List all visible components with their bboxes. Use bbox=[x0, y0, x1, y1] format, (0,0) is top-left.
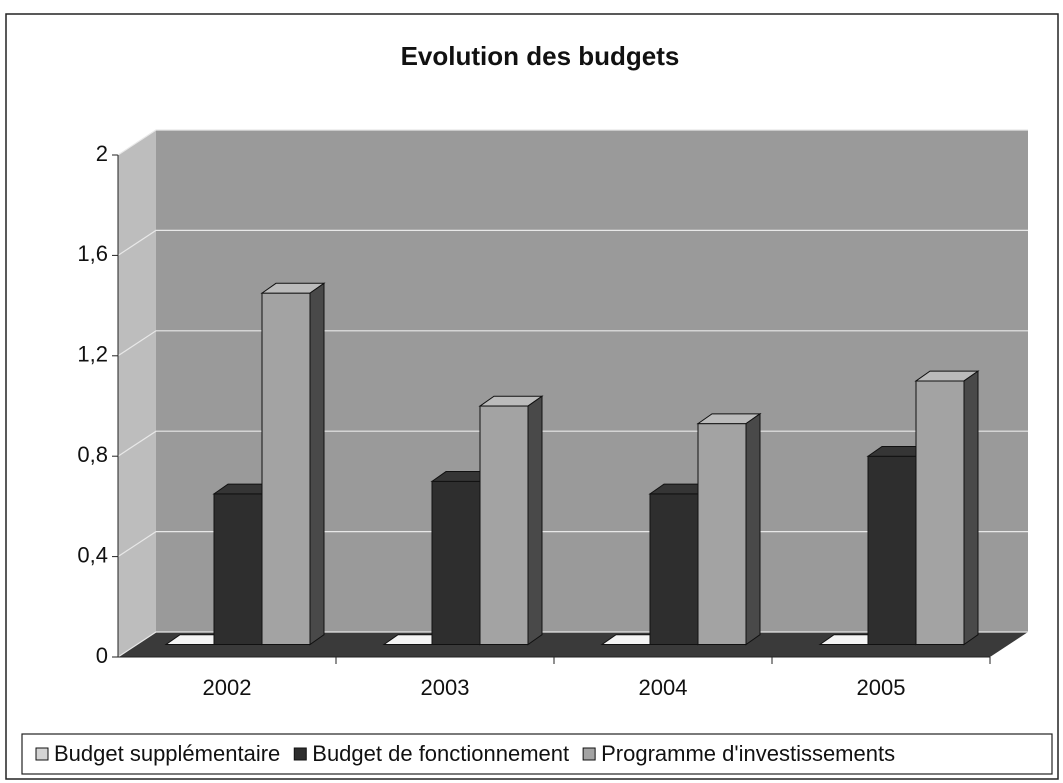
y-tick-label: 0 bbox=[96, 643, 108, 668]
back-wall bbox=[156, 130, 1028, 632]
bar bbox=[479, 405, 529, 645]
side-wall bbox=[118, 130, 156, 657]
floor bbox=[118, 632, 1028, 657]
x-tick-label: 2003 bbox=[421, 675, 470, 700]
bar-side bbox=[745, 412, 761, 646]
x-tick-label: 2005 bbox=[857, 675, 906, 700]
legend-label: Budget de fonctionnement bbox=[312, 741, 569, 766]
y-tick-label: 1,6 bbox=[77, 241, 108, 266]
bar bbox=[697, 423, 747, 645]
x-tick-label: 2004 bbox=[639, 675, 688, 700]
grid-line bbox=[117, 330, 1028, 357]
legend-swatch bbox=[293, 747, 307, 761]
bar-side bbox=[527, 395, 543, 646]
legend-label: Budget supplémentaire bbox=[54, 741, 280, 766]
bar bbox=[649, 493, 699, 645]
bar bbox=[261, 292, 311, 645]
legend-swatch bbox=[35, 747, 49, 761]
bar-side bbox=[963, 370, 979, 646]
legend-box bbox=[21, 733, 1053, 775]
legend-swatch bbox=[582, 747, 596, 761]
chart-title: Evolution des budgets bbox=[401, 41, 680, 71]
y-tick-label: 1,2 bbox=[77, 342, 108, 367]
y-tick-label: 0,4 bbox=[77, 542, 108, 567]
y-tick-label: 2 bbox=[96, 141, 108, 166]
bar-side bbox=[309, 282, 325, 646]
grid-line bbox=[117, 129, 1028, 156]
legend-label: Programme d'investissements bbox=[601, 741, 895, 766]
bar bbox=[915, 380, 965, 645]
bar bbox=[213, 493, 263, 645]
bar bbox=[867, 455, 917, 645]
grid-line bbox=[117, 229, 1028, 256]
bar bbox=[431, 480, 481, 645]
y-tick-label: 0,8 bbox=[77, 442, 108, 467]
x-tick-label: 2002 bbox=[203, 675, 252, 700]
